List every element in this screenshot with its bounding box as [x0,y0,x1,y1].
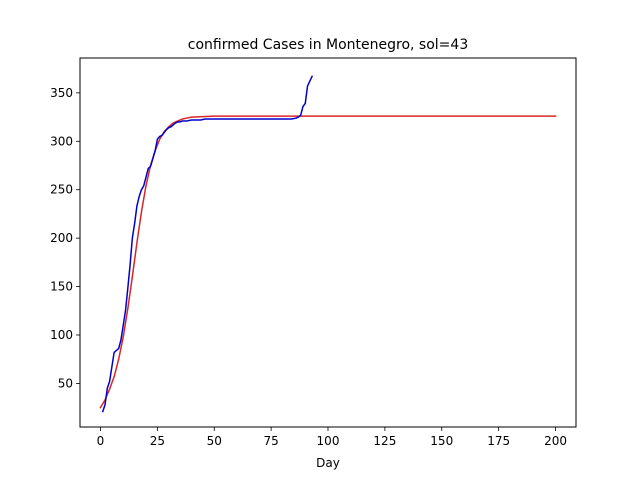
x-axis-label: Day [316,456,340,470]
series-line-2 [101,75,314,413]
x-tick-label: 100 [317,434,340,448]
y-tick-label: 350 [50,86,73,100]
x-tick-label: 75 [263,434,278,448]
y-tick-label: 150 [50,280,73,294]
x-tick-label: 125 [373,434,396,448]
y-tick-label: 200 [50,231,73,245]
y-tick-label: 250 [50,183,73,197]
x-tick-label: 25 [150,434,165,448]
x-tick-label: 50 [207,434,222,448]
x-tick-label: 150 [430,434,453,448]
x-tick-label: 0 [97,434,105,448]
y-tick-label: 50 [58,376,73,390]
y-tick-label: 100 [50,328,73,342]
y-axis: 50 100 150 200 250 300 350 [50,86,80,390]
x-tick-label: 200 [544,434,567,448]
y-tick-label: 300 [50,134,73,148]
x-tick-label: 175 [487,434,510,448]
series-layer [99,75,557,413]
chart-title: confirmed Cases in Montenegro, sol=43 [188,37,468,53]
x-axis: 0 25 50 75 100 125 150 175 200 [97,427,567,448]
